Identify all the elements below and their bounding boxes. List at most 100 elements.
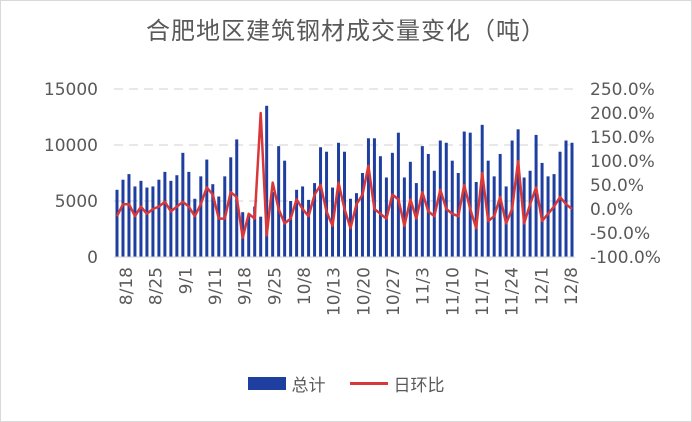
bar: [145, 187, 149, 257]
legend: 总计 日环比: [1, 371, 691, 396]
bar: [462, 131, 466, 257]
bar: [139, 180, 143, 257]
bar: [295, 189, 299, 257]
bar: [450, 160, 454, 257]
y-tick-label: 0: [87, 248, 98, 268]
x-tick-label: 9/25: [265, 267, 285, 305]
x-tick-label: 9/18: [236, 267, 256, 305]
bar: [325, 151, 329, 257]
bar: [253, 206, 257, 257]
bar: [199, 176, 203, 257]
x-tick-label: 11/17: [473, 267, 493, 316]
y2-tick-label: -50.0%: [590, 224, 650, 244]
x-tick-label: 10/13: [325, 267, 345, 316]
bar: [187, 171, 191, 257]
bar: [528, 170, 532, 257]
bar: [169, 180, 173, 257]
bar: [546, 176, 550, 257]
bar: [486, 160, 490, 257]
bar: [157, 179, 161, 257]
y-tick-label: 5000: [55, 192, 98, 212]
bar: [570, 142, 574, 257]
bar: [540, 162, 544, 257]
legend-label-bar: 总计: [291, 376, 326, 396]
bar: [378, 156, 382, 257]
x-tick-label: 11/10: [443, 267, 463, 316]
bar: [121, 179, 125, 257]
x-tick-label: 10/8: [295, 267, 315, 305]
legend-item-bar: 总计: [247, 371, 326, 396]
chart-title: 合肥地区建筑钢材成交量变化（吨）: [146, 17, 546, 45]
bar: [534, 134, 538, 257]
x-tick-label: 9/11: [206, 267, 226, 305]
bar: [229, 157, 233, 257]
bar: [468, 132, 472, 257]
bar: [438, 140, 442, 257]
y2-tick-label: -100.0%: [590, 248, 661, 268]
bar: [289, 201, 293, 257]
x-tick-label: 8/18: [117, 267, 137, 305]
bar: [307, 199, 311, 257]
y2-tick-label: 0.0%: [590, 200, 633, 220]
x-tick-label: 11/3: [414, 267, 434, 305]
legend-line-swatch: [349, 382, 388, 385]
plot-area: 0 5000 10000 15000 -100.0% -50.0% 0.0% 50.0% 100…: [44, 80, 661, 316]
bar: [151, 186, 155, 257]
bar: [313, 183, 317, 257]
y-tick-label: 10000: [44, 136, 98, 156]
bar: [516, 129, 520, 257]
bar: [396, 132, 400, 257]
y2-tick-label: 150.0%: [590, 128, 655, 148]
line-series-ratio: [115, 111, 573, 240]
bar: [265, 105, 269, 257]
bar: [366, 138, 370, 257]
bar: [175, 175, 179, 257]
bar: [480, 124, 484, 257]
bar: [271, 192, 275, 257]
y2-tick-label: 250.0%: [590, 80, 655, 100]
bar: [552, 174, 556, 257]
bar: [181, 152, 185, 257]
x-tick-label: 8/25: [147, 267, 167, 305]
y2-tick-label: 100.0%: [590, 152, 655, 172]
x-tick-label: 10/20: [354, 267, 374, 316]
x-tick-label: 11/24: [503, 267, 523, 316]
bar: [408, 161, 412, 257]
bar: [205, 159, 209, 257]
bar: [211, 184, 215, 257]
bar: [277, 146, 281, 257]
x-tick-label: 10/27: [384, 267, 404, 316]
x-tick-label: 12/1: [532, 267, 552, 305]
bar: [402, 177, 406, 257]
x-tick-label: 12/8: [562, 267, 582, 305]
bar: [259, 216, 263, 257]
bar: [426, 153, 430, 257]
bar: [163, 171, 167, 257]
bar: [498, 153, 502, 257]
bar: [133, 186, 137, 257]
bar: [127, 174, 131, 257]
bar: [564, 140, 568, 257]
legend-label-line: 日环比: [393, 376, 445, 396]
bar: [354, 193, 358, 257]
bar: [301, 186, 305, 257]
bar: [115, 189, 119, 257]
bar: [360, 173, 364, 257]
x-tick-label: 9/1: [176, 267, 196, 294]
bar: [217, 196, 221, 257]
bar: [283, 160, 287, 257]
legend-item-line: 日环比: [349, 371, 445, 396]
bar: [414, 183, 418, 257]
y2-tick-label: 50.0%: [590, 176, 644, 196]
bar: [247, 215, 251, 257]
bar: [193, 198, 197, 257]
bar: [390, 152, 394, 257]
bar: [372, 138, 376, 257]
bar: [558, 151, 562, 257]
y-tick-label: 15000: [44, 80, 98, 100]
legend-bar-swatch: [247, 377, 286, 390]
bar: [337, 142, 341, 257]
bar: [319, 147, 323, 257]
bar: [420, 146, 424, 257]
